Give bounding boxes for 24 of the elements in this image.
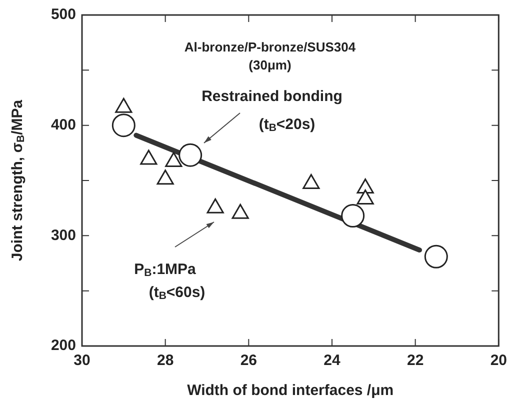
- y-tick-label: 200: [50, 337, 76, 354]
- annotation: (30μm): [248, 58, 292, 73]
- annotation: Al-bronze/P-bronze/SUS304: [184, 40, 356, 55]
- x-tick-label: 28: [156, 352, 174, 370]
- y-tick-label: 300: [50, 226, 76, 244]
- point: [356, 178, 374, 194]
- annotation: Restrained bonding: [202, 88, 342, 106]
- x-tick-label: 26: [240, 352, 258, 370]
- point: [302, 174, 320, 190]
- point: [356, 190, 374, 205]
- x-tick-label: 30: [74, 352, 90, 370]
- x-tick-label: 20: [490, 352, 507, 370]
- point: [232, 204, 249, 219]
- point: [165, 152, 182, 167]
- point: [115, 98, 132, 113]
- y-tick-label: 400: [50, 116, 76, 134]
- point: [206, 198, 224, 214]
- x-tick-label: 22: [406, 352, 424, 370]
- y-tick-label: 500: [50, 6, 76, 24]
- x-axis-title: Width of bond interfaces /μm: [187, 382, 394, 400]
- point: [140, 150, 158, 165]
- y-axis-title: Joint strength, σB/MPa: [9, 99, 27, 262]
- point: [156, 170, 174, 185]
- x-tick-label: 24: [324, 352, 341, 370]
